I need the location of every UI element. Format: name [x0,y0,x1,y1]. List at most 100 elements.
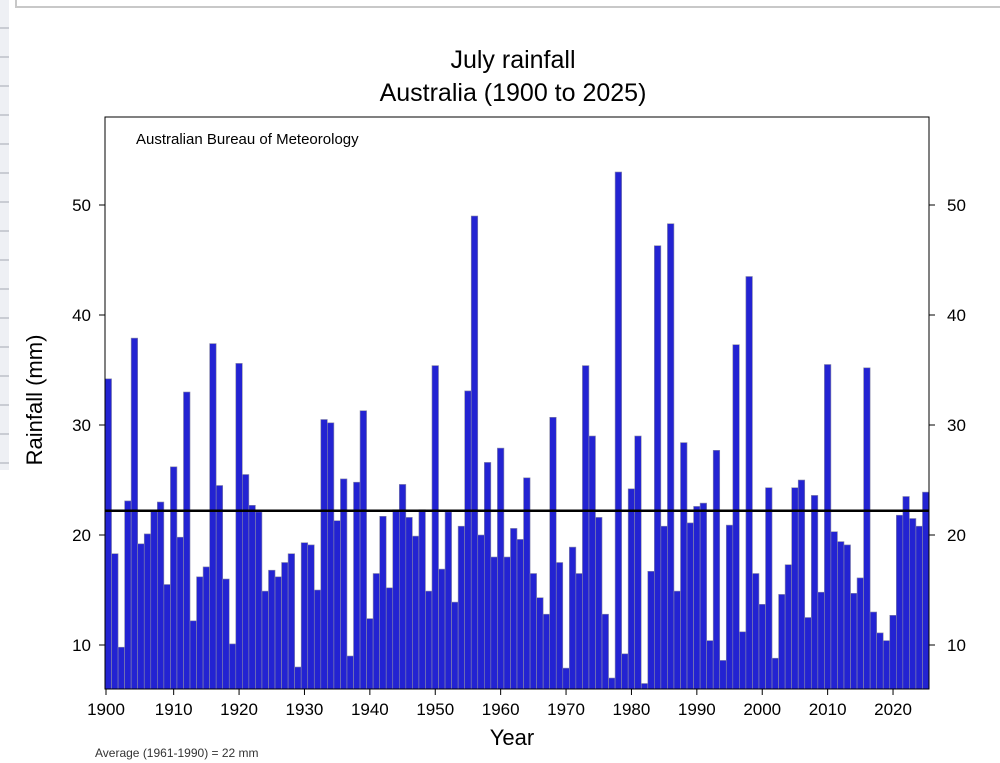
x-tick-label: 1930 [286,700,324,719]
average-footnote: Average (1961-1990) = 22 mm [95,746,259,760]
bar-1955 [464,390,472,690]
bar-1935 [333,520,341,690]
bar-1924 [261,590,269,690]
bar-1902 [117,646,125,690]
bar-2001 [765,487,773,690]
bar-1928 [287,553,295,690]
bar-1995 [725,524,734,690]
y-tick-label-left: 20 [72,526,91,545]
bar-1975 [595,517,603,690]
bar-1946 [405,517,413,690]
bar-1982 [640,683,649,690]
bar-1916 [209,343,217,690]
bar-1905 [137,543,145,690]
bar-1947 [412,535,420,690]
bar-1967 [542,613,550,690]
bar-1978 [614,171,622,690]
x-axis-title: Year [490,725,534,750]
bar-1960 [497,447,505,690]
right-axis: 10 20 30 40 50 [929,196,966,655]
bar-1941 [372,573,380,690]
bar-2009 [817,591,825,690]
bar-1938 [353,481,361,690]
y-tick-label-right: 20 [947,526,966,545]
credit-label: Australian Bureau of Meteorology [136,131,359,148]
bar-1952 [444,511,452,690]
bar-1944 [392,509,400,690]
bar-2010 [824,364,832,690]
bar-1964 [523,477,531,690]
bar-2008 [810,495,819,690]
bar-2025 [922,491,930,690]
x-tick-label: 1920 [220,700,258,719]
bar-1973 [582,365,590,690]
bar-2000 [758,603,766,690]
bar-1911 [176,536,184,690]
bar-1999 [752,573,760,690]
bar-2012 [837,541,845,690]
bar-1954 [457,525,465,690]
bar-1943 [385,587,394,690]
bar-1985 [660,525,668,690]
bar-1972 [575,573,583,690]
bar-2003 [778,594,786,690]
plot-frame [104,116,930,690]
bar-1966 [536,597,544,690]
x-tick-label: 1950 [416,700,454,719]
bar-2019 [882,640,891,690]
bar-1950 [431,365,439,690]
bar-1989 [686,522,694,690]
bar-1976 [601,613,609,690]
bar-1961 [503,556,511,690]
bar-1917 [215,485,224,690]
bar-1969 [555,562,564,690]
x-tick-label: 1910 [155,700,193,719]
bar-1913 [189,620,197,690]
y-axis-title: Rainfall (mm) [22,335,47,466]
bar-1997 [739,631,747,690]
bar-1965 [529,573,537,690]
bar-1909 [163,584,171,690]
bar-1918 [222,578,230,690]
bar-1912 [183,391,191,690]
bar-2020 [889,614,897,690]
bars-group [104,171,930,690]
bar-1910 [170,466,178,690]
x-tick-label: 1900 [87,700,125,719]
bar-1996 [732,344,740,690]
bar-1998 [745,276,753,690]
bar-2017 [869,611,877,690]
y-tick-label-right: 50 [947,196,966,215]
bar-2021 [895,514,904,690]
bar-2016 [863,367,871,690]
bar-1987 [673,590,681,690]
bar-1993 [712,449,721,690]
bar-1977 [608,677,616,690]
bar-1929 [294,666,302,690]
left-axis: 10 20 30 40 50 [72,196,105,655]
bar-1980 [627,488,636,690]
bar-1907 [150,510,158,690]
bar-1923 [255,511,263,690]
bar-1904 [130,337,139,690]
bar-1986 [667,223,675,690]
bar-1915 [202,566,210,690]
bar-1958 [483,462,492,690]
bar-1992 [706,640,714,690]
bar-1984 [654,245,662,690]
x-tick-label: 1960 [482,700,520,719]
x-tick-label: 1980 [613,700,651,719]
bar-1914 [196,576,204,690]
bar-1939 [359,410,367,690]
y-tick-label-left: 40 [72,306,91,325]
x-tick-label: 2020 [874,700,912,719]
y-tick-label-right: 10 [947,636,966,655]
y-tick-label-right: 30 [947,416,966,435]
bar-1991 [699,502,707,690]
bar-1963 [516,539,524,690]
bar-2014 [850,592,858,690]
bar-1901 [111,553,119,690]
bar-1970 [562,667,570,690]
bar-1974 [588,435,596,690]
bar-2011 [830,531,838,690]
